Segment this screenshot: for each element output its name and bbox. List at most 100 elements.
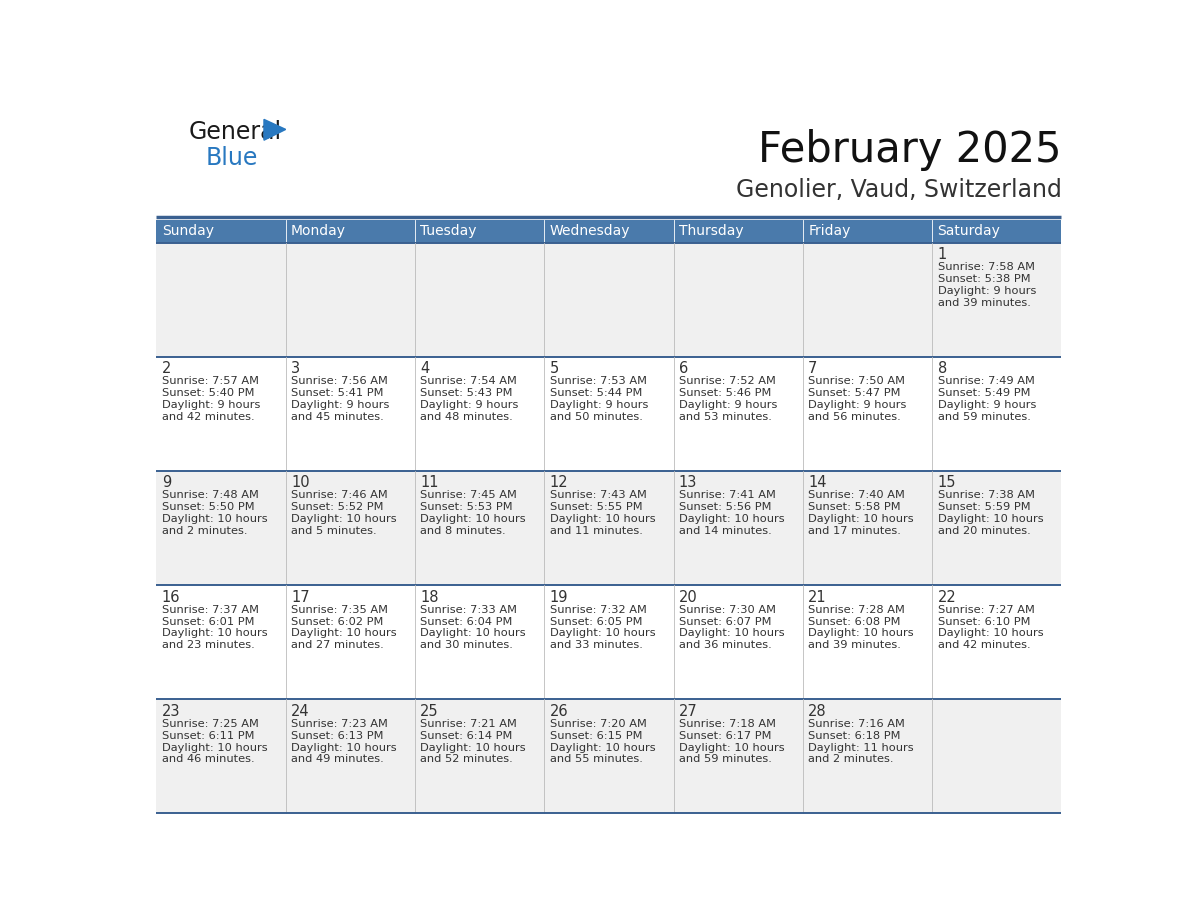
Text: Daylight: 10 hours: Daylight: 10 hours bbox=[550, 743, 656, 753]
Text: and 5 minutes.: and 5 minutes. bbox=[291, 526, 377, 536]
Text: 4: 4 bbox=[421, 362, 430, 376]
Text: 3: 3 bbox=[291, 362, 301, 376]
Text: Sunday: Sunday bbox=[162, 224, 214, 238]
Text: Daylight: 9 hours: Daylight: 9 hours bbox=[937, 286, 1036, 297]
Text: Sunrise: 7:38 AM: Sunrise: 7:38 AM bbox=[937, 490, 1035, 500]
Text: Sunset: 5:41 PM: Sunset: 5:41 PM bbox=[291, 388, 384, 398]
Text: 26: 26 bbox=[550, 704, 568, 719]
Text: and 11 minutes.: and 11 minutes. bbox=[550, 526, 643, 536]
Text: Daylight: 10 hours: Daylight: 10 hours bbox=[550, 514, 656, 524]
Text: Daylight: 10 hours: Daylight: 10 hours bbox=[808, 629, 914, 638]
Text: 14: 14 bbox=[808, 476, 827, 490]
Bar bbox=[157, 585, 1061, 699]
Bar bbox=[415, 219, 544, 242]
Text: Sunset: 6:18 PM: Sunset: 6:18 PM bbox=[808, 731, 901, 741]
Text: Daylight: 11 hours: Daylight: 11 hours bbox=[808, 743, 914, 753]
Text: 8: 8 bbox=[937, 362, 947, 376]
Text: Sunrise: 7:28 AM: Sunrise: 7:28 AM bbox=[808, 605, 905, 614]
Bar bbox=[803, 219, 933, 242]
Text: 20: 20 bbox=[678, 589, 697, 605]
Text: Daylight: 10 hours: Daylight: 10 hours bbox=[162, 743, 267, 753]
Text: Sunrise: 7:16 AM: Sunrise: 7:16 AM bbox=[808, 719, 905, 729]
Bar bbox=[157, 471, 1061, 585]
Text: 5: 5 bbox=[550, 362, 558, 376]
Text: Daylight: 9 hours: Daylight: 9 hours bbox=[808, 400, 906, 410]
Text: and 46 minutes.: and 46 minutes. bbox=[162, 755, 254, 765]
Text: 1: 1 bbox=[937, 247, 947, 263]
Text: Sunset: 5:53 PM: Sunset: 5:53 PM bbox=[421, 502, 513, 512]
Text: and 59 minutes.: and 59 minutes. bbox=[678, 755, 772, 765]
Text: Sunset: 5:43 PM: Sunset: 5:43 PM bbox=[421, 388, 513, 398]
Text: Sunrise: 7:18 AM: Sunrise: 7:18 AM bbox=[678, 719, 776, 729]
Text: Sunrise: 7:54 AM: Sunrise: 7:54 AM bbox=[421, 376, 517, 386]
Text: Daylight: 9 hours: Daylight: 9 hours bbox=[421, 400, 519, 410]
Text: Sunset: 5:50 PM: Sunset: 5:50 PM bbox=[162, 502, 254, 512]
Text: Sunset: 6:04 PM: Sunset: 6:04 PM bbox=[421, 617, 513, 626]
Text: 12: 12 bbox=[550, 476, 568, 490]
Text: Friday: Friday bbox=[808, 224, 851, 238]
Text: and 23 minutes.: and 23 minutes. bbox=[162, 641, 254, 650]
Text: 25: 25 bbox=[421, 704, 438, 719]
Text: Sunrise: 7:27 AM: Sunrise: 7:27 AM bbox=[937, 605, 1035, 614]
Text: Daylight: 9 hours: Daylight: 9 hours bbox=[550, 400, 647, 410]
Text: Sunset: 5:40 PM: Sunset: 5:40 PM bbox=[162, 388, 254, 398]
Text: and 30 minutes.: and 30 minutes. bbox=[421, 641, 513, 650]
Text: 2: 2 bbox=[162, 362, 171, 376]
Text: and 20 minutes.: and 20 minutes. bbox=[937, 526, 1030, 536]
Text: Sunset: 6:15 PM: Sunset: 6:15 PM bbox=[550, 731, 643, 741]
Text: Sunset: 6:11 PM: Sunset: 6:11 PM bbox=[162, 731, 254, 741]
Text: Sunset: 6:14 PM: Sunset: 6:14 PM bbox=[421, 731, 513, 741]
Text: 24: 24 bbox=[291, 704, 310, 719]
Text: Sunset: 6:05 PM: Sunset: 6:05 PM bbox=[550, 617, 643, 626]
Text: Sunset: 6:07 PM: Sunset: 6:07 PM bbox=[678, 617, 771, 626]
Text: Genolier, Vaud, Switzerland: Genolier, Vaud, Switzerland bbox=[735, 178, 1061, 202]
Text: 28: 28 bbox=[808, 704, 827, 719]
Text: Daylight: 10 hours: Daylight: 10 hours bbox=[162, 514, 267, 524]
Bar bbox=[544, 219, 674, 242]
Text: Sunrise: 7:57 AM: Sunrise: 7:57 AM bbox=[162, 376, 259, 386]
Text: 19: 19 bbox=[550, 589, 568, 605]
Text: Sunrise: 7:32 AM: Sunrise: 7:32 AM bbox=[550, 605, 646, 614]
Text: and 39 minutes.: and 39 minutes. bbox=[937, 298, 1030, 308]
Text: Sunset: 6:02 PM: Sunset: 6:02 PM bbox=[291, 617, 384, 626]
Text: Sunset: 6:17 PM: Sunset: 6:17 PM bbox=[678, 731, 771, 741]
Text: Sunset: 6:08 PM: Sunset: 6:08 PM bbox=[808, 617, 901, 626]
Text: and 59 minutes.: and 59 minutes. bbox=[937, 412, 1030, 422]
Text: Daylight: 10 hours: Daylight: 10 hours bbox=[162, 629, 267, 638]
Text: 18: 18 bbox=[421, 589, 438, 605]
Text: Sunrise: 7:56 AM: Sunrise: 7:56 AM bbox=[291, 376, 387, 386]
Text: Sunrise: 7:33 AM: Sunrise: 7:33 AM bbox=[421, 605, 517, 614]
Text: Thursday: Thursday bbox=[678, 224, 744, 238]
Bar bbox=[933, 219, 1061, 242]
Text: Sunrise: 7:21 AM: Sunrise: 7:21 AM bbox=[421, 719, 517, 729]
Text: Daylight: 10 hours: Daylight: 10 hours bbox=[678, 514, 784, 524]
Text: Sunrise: 7:45 AM: Sunrise: 7:45 AM bbox=[421, 490, 517, 500]
Text: Sunrise: 7:41 AM: Sunrise: 7:41 AM bbox=[678, 490, 776, 500]
Text: Sunset: 5:55 PM: Sunset: 5:55 PM bbox=[550, 502, 643, 512]
Text: 13: 13 bbox=[678, 476, 697, 490]
Text: and 17 minutes.: and 17 minutes. bbox=[808, 526, 902, 536]
Text: and 42 minutes.: and 42 minutes. bbox=[937, 641, 1030, 650]
Text: and 52 minutes.: and 52 minutes. bbox=[421, 755, 513, 765]
Text: Sunset: 5:58 PM: Sunset: 5:58 PM bbox=[808, 502, 901, 512]
Text: Daylight: 9 hours: Daylight: 9 hours bbox=[162, 400, 260, 410]
Text: Sunset: 5:46 PM: Sunset: 5:46 PM bbox=[678, 388, 771, 398]
Bar bbox=[157, 699, 1061, 813]
Text: Sunset: 6:10 PM: Sunset: 6:10 PM bbox=[937, 617, 1030, 626]
Text: 22: 22 bbox=[937, 589, 956, 605]
Text: Sunrise: 7:53 AM: Sunrise: 7:53 AM bbox=[550, 376, 646, 386]
Text: Sunrise: 7:30 AM: Sunrise: 7:30 AM bbox=[678, 605, 776, 614]
Bar bbox=[157, 219, 285, 242]
Text: Daylight: 10 hours: Daylight: 10 hours bbox=[550, 629, 656, 638]
Text: Daylight: 10 hours: Daylight: 10 hours bbox=[421, 514, 526, 524]
Text: and 33 minutes.: and 33 minutes. bbox=[550, 641, 643, 650]
Bar bbox=[285, 219, 415, 242]
Text: Sunset: 5:52 PM: Sunset: 5:52 PM bbox=[291, 502, 384, 512]
Text: 27: 27 bbox=[678, 704, 697, 719]
Text: Sunset: 5:56 PM: Sunset: 5:56 PM bbox=[678, 502, 771, 512]
Text: Sunrise: 7:20 AM: Sunrise: 7:20 AM bbox=[550, 719, 646, 729]
Text: and 36 minutes.: and 36 minutes. bbox=[678, 641, 772, 650]
Text: Sunset: 5:49 PM: Sunset: 5:49 PM bbox=[937, 388, 1030, 398]
Text: 15: 15 bbox=[937, 476, 956, 490]
Bar bbox=[157, 357, 1061, 471]
